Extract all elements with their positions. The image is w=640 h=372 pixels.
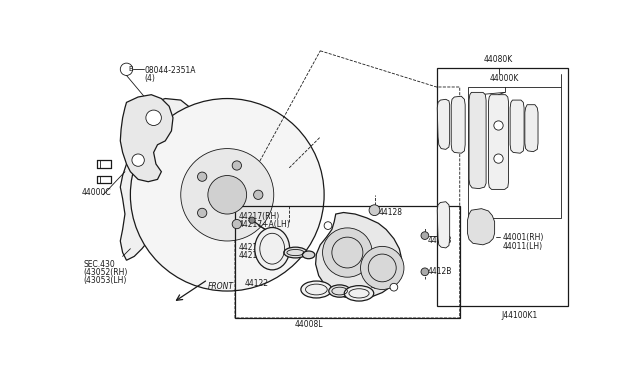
Circle shape — [232, 219, 241, 229]
Ellipse shape — [344, 286, 374, 301]
Polygon shape — [467, 209, 495, 245]
Ellipse shape — [301, 281, 332, 298]
Polygon shape — [469, 92, 486, 189]
Text: 44008L: 44008L — [294, 320, 323, 329]
Text: 44128: 44128 — [378, 208, 403, 217]
Text: B: B — [128, 66, 133, 72]
Circle shape — [180, 148, 274, 241]
Text: 44217A(RH): 44217A(RH) — [239, 243, 285, 252]
Polygon shape — [316, 212, 402, 299]
Circle shape — [369, 205, 380, 216]
Polygon shape — [437, 99, 450, 150]
Circle shape — [421, 268, 429, 276]
Text: 44000C: 44000C — [81, 188, 111, 197]
Text: 44122: 44122 — [371, 282, 395, 291]
Bar — [436, 68, 568, 307]
Circle shape — [132, 154, 145, 166]
Text: 44217(RH): 44217(RH) — [239, 212, 280, 221]
Text: (43053(LH): (43053(LH) — [84, 276, 127, 285]
Circle shape — [324, 222, 332, 230]
Circle shape — [323, 228, 372, 277]
Text: 44011(LH): 44011(LH) — [502, 242, 543, 251]
Circle shape — [208, 176, 246, 214]
Text: SEC.430: SEC.430 — [84, 260, 116, 269]
Polygon shape — [120, 99, 193, 260]
Text: 44217+A(LH): 44217+A(LH) — [239, 220, 291, 229]
Polygon shape — [525, 105, 538, 152]
Bar — [467, 87, 561, 218]
Text: 4412B: 4412B — [428, 237, 452, 246]
Text: J44100K1: J44100K1 — [501, 311, 537, 320]
Circle shape — [146, 110, 161, 125]
Circle shape — [232, 161, 241, 170]
Text: (43052(RH): (43052(RH) — [84, 268, 128, 277]
Text: (4): (4) — [145, 74, 155, 83]
Circle shape — [198, 208, 207, 218]
Polygon shape — [437, 202, 450, 248]
Text: 4412B: 4412B — [428, 267, 452, 276]
Text: 44080K: 44080K — [484, 55, 513, 64]
Polygon shape — [510, 100, 524, 153]
Ellipse shape — [255, 228, 290, 270]
Ellipse shape — [329, 285, 351, 297]
Polygon shape — [451, 96, 465, 153]
Text: 08044-2351A: 08044-2351A — [145, 66, 196, 75]
Circle shape — [421, 232, 429, 240]
Circle shape — [249, 217, 255, 223]
Polygon shape — [120, 95, 173, 182]
Ellipse shape — [303, 251, 315, 259]
Text: 44001(RH): 44001(RH) — [502, 233, 544, 242]
Text: FRONT: FRONT — [208, 282, 234, 291]
Circle shape — [390, 283, 397, 291]
Ellipse shape — [284, 247, 307, 258]
Circle shape — [253, 190, 263, 199]
Text: 44122: 44122 — [245, 279, 269, 289]
Circle shape — [494, 121, 503, 130]
Polygon shape — [488, 95, 509, 189]
Circle shape — [198, 172, 207, 181]
Circle shape — [131, 99, 324, 291]
Circle shape — [494, 154, 503, 163]
Circle shape — [360, 246, 404, 289]
Bar — [235, 206, 460, 318]
Text: 44000K: 44000K — [490, 74, 520, 83]
Text: 44217AA(LH): 44217AA(LH) — [239, 251, 290, 260]
